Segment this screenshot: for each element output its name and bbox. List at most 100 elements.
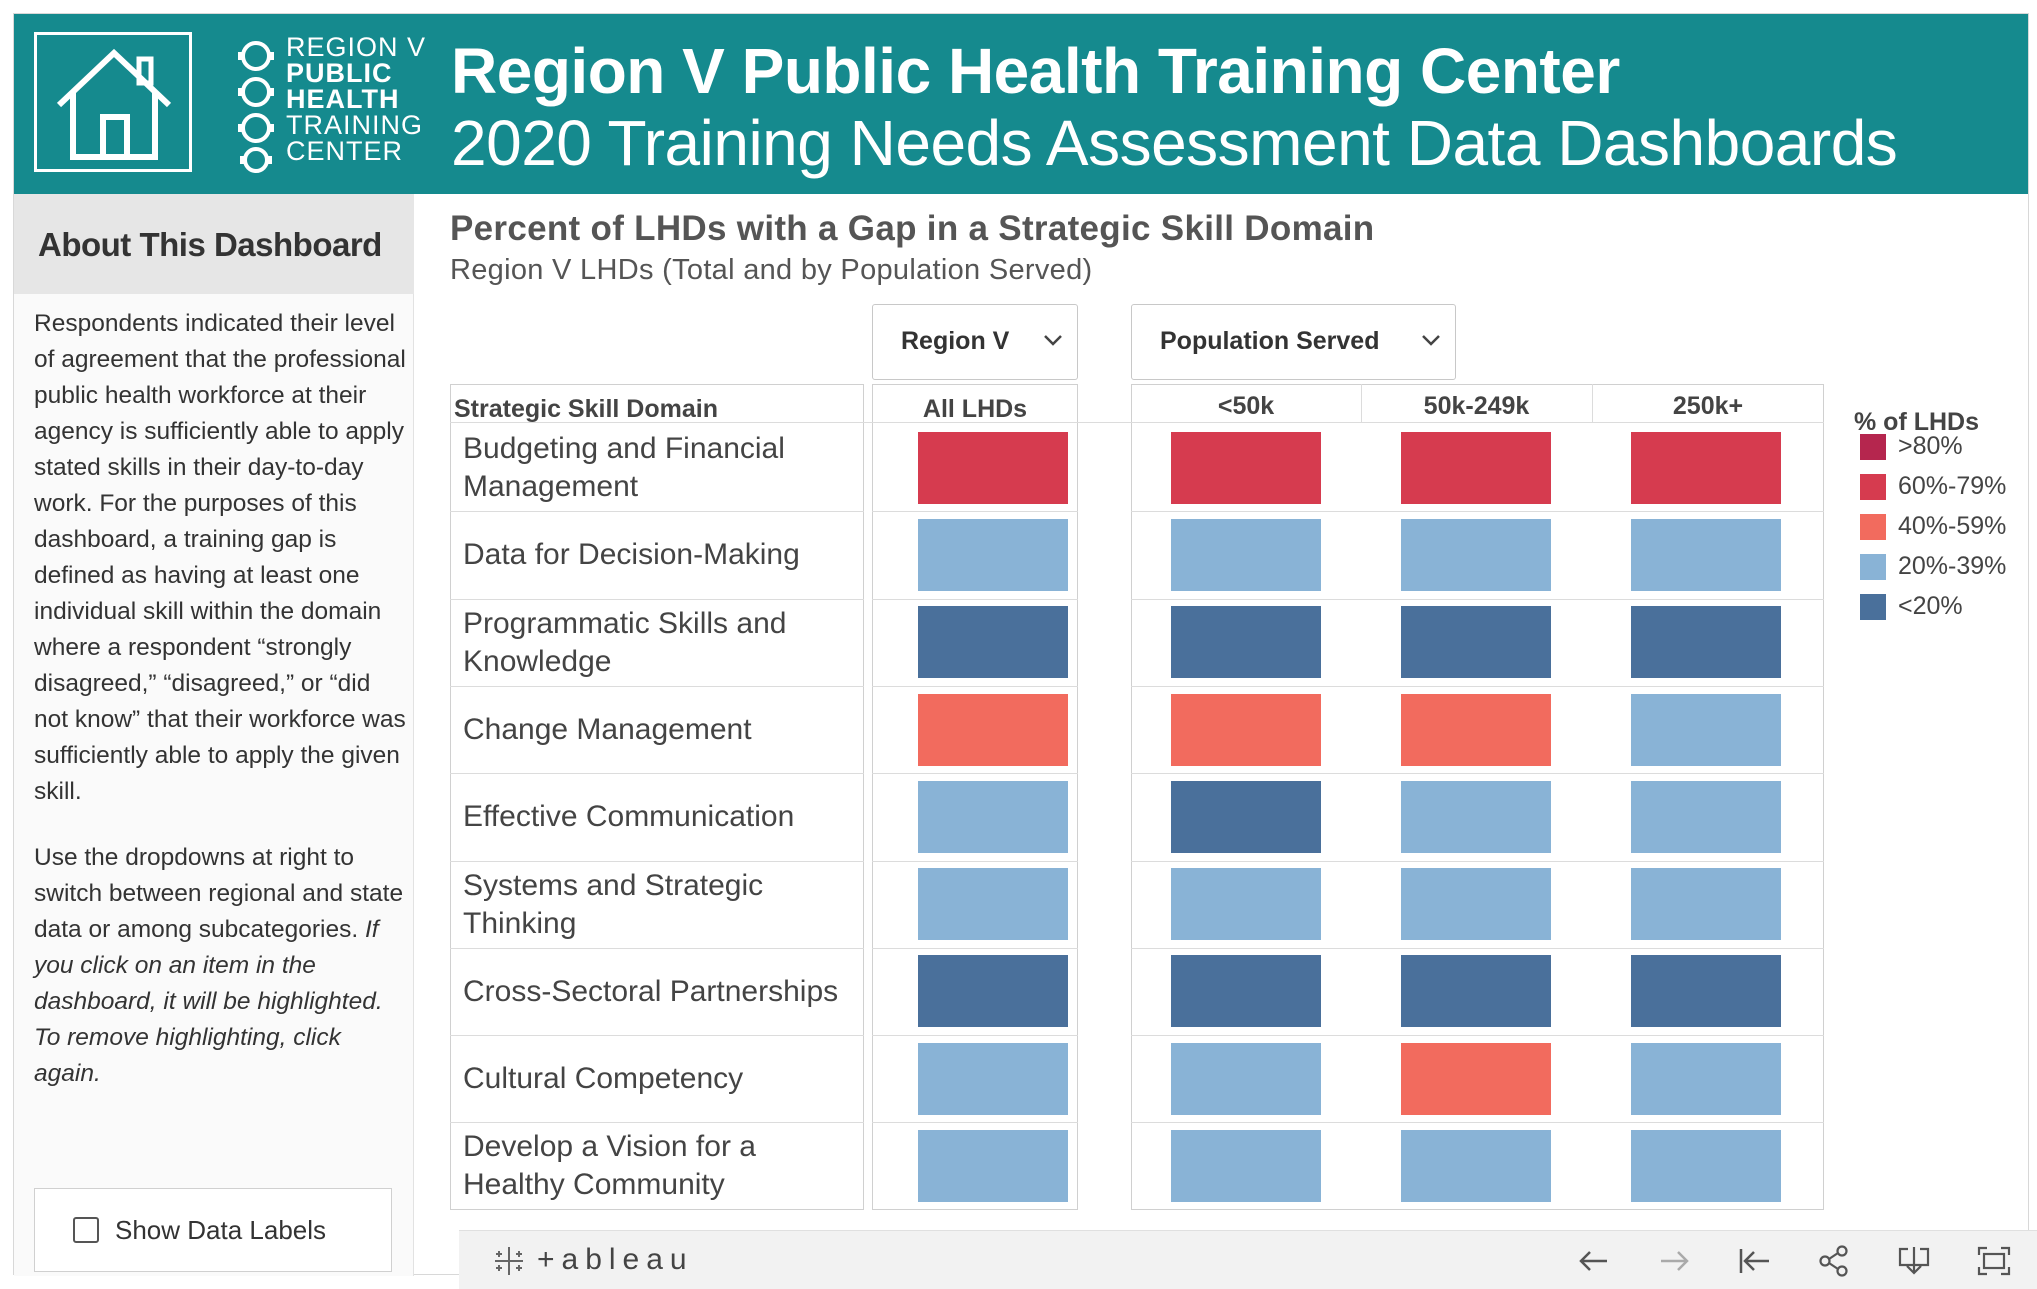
row-divider [450, 773, 864, 774]
row-divider [1131, 1035, 1824, 1036]
heatmap-cell[interactable] [1171, 694, 1321, 766]
skill-domain-label[interactable]: Cultural Competency [463, 1061, 744, 1095]
heatmap-cell[interactable] [1401, 694, 1551, 766]
skill-domain-label[interactable]: Change Management [463, 712, 752, 746]
heatmap-cell[interactable] [1171, 868, 1321, 940]
tableau-toolbar: +ableau [459, 1230, 2037, 1289]
heatmap-cell[interactable] [1171, 781, 1321, 853]
chart-title: Percent of LHDs with a Gap in a Strategi… [450, 209, 1375, 248]
heatmap-cell[interactable] [918, 868, 1068, 940]
share-button[interactable] [1816, 1245, 1852, 1277]
redo-button[interactable] [1656, 1245, 1692, 1277]
undo-button[interactable] [1576, 1245, 1612, 1277]
about-header: About This Dashboard [14, 194, 414, 294]
logo-text-line: REGION V [286, 32, 427, 62]
skill-domain-label[interactable]: Systems and Strategic Thinking [463, 868, 764, 940]
population-dropdown[interactable]: Population Served [1131, 304, 1456, 380]
revert-button[interactable] [1736, 1245, 1772, 1277]
heatmap-cell[interactable] [1171, 519, 1321, 591]
row-divider [1131, 861, 1824, 862]
logo-text-line: HEALTH [286, 84, 400, 114]
revert-icon [1739, 1249, 1769, 1273]
row-divider [1131, 773, 1824, 774]
download-button[interactable] [1896, 1245, 1932, 1277]
heatmap-cell[interactable] [1401, 606, 1551, 678]
row-labels-panel [450, 384, 864, 1210]
heatmap-cell[interactable] [1171, 606, 1321, 678]
row-header: Strategic Skill Domain [454, 395, 718, 423]
heatmap-cell[interactable] [1401, 955, 1551, 1027]
skill-domain-label[interactable]: Cross-Sectoral Partnerships [463, 974, 839, 1008]
heatmap-cell[interactable] [1631, 606, 1781, 678]
heatmap-cell[interactable] [1171, 955, 1321, 1027]
phtc-logo: REGION V PUBLIC HEALTH TRAINING CENTER [234, 32, 425, 177]
heatmap-cell[interactable] [1631, 1043, 1781, 1115]
show-data-labels-label: Show Data Labels [115, 1215, 327, 1245]
home-button[interactable] [34, 32, 192, 172]
heatmap-cell[interactable] [1401, 432, 1551, 504]
share-icon [1819, 1245, 1848, 1277]
fullscreen-button[interactable] [1976, 1245, 2012, 1277]
skill-domain-label[interactable]: Effective Communication [463, 799, 795, 833]
heatmap-cell[interactable] [1631, 1130, 1781, 1202]
skill-domain-label[interactable]: Programmatic Skills and Knowledge [463, 606, 787, 678]
skill-domain-label[interactable]: Develop a Vision for a Healthy Community [463, 1129, 756, 1201]
chevron-down-icon [1422, 335, 1440, 346]
row-divider [872, 948, 1078, 949]
row-divider [872, 1122, 1078, 1123]
heatmap-cell[interactable] [1631, 432, 1781, 504]
row-divider [450, 686, 864, 687]
about-text: Respondents indicated their level of agr… [34, 306, 406, 1122]
heatmap-cell[interactable] [1631, 868, 1781, 940]
row-divider [872, 599, 1078, 600]
heatmap-cell[interactable] [918, 1043, 1068, 1115]
logo-text-line: CENTER [286, 136, 404, 166]
skill-domain-label[interactable]: Budgeting and Financial Management [463, 431, 785, 503]
heatmap-cell[interactable] [918, 955, 1068, 1027]
legend-label: 60%-79% [1898, 472, 2007, 500]
about-instructions: Use the dropdowns at right to switch bet… [34, 844, 404, 943]
column-header-group: 250k+ [1672, 392, 1744, 420]
legend-label: 40%-59% [1898, 512, 2007, 540]
row-divider [872, 861, 1078, 862]
heatmap-cell[interactable] [1631, 519, 1781, 591]
heatmap-cell[interactable] [1401, 519, 1551, 591]
row-divider [450, 1035, 864, 1036]
row-divider [1131, 511, 1824, 512]
heatmap-cell[interactable] [1631, 694, 1781, 766]
heatmap-cell[interactable] [918, 519, 1068, 591]
legend-swatch [1860, 554, 1886, 580]
heatmap-cell[interactable] [1401, 1043, 1551, 1115]
heatmap-cell[interactable] [1171, 432, 1321, 504]
heatmap-cell[interactable] [918, 1130, 1068, 1202]
legend-title: % of LHDs [1854, 408, 1979, 436]
show-data-labels-checkbox[interactable] [73, 1217, 99, 1243]
heatmap-cell[interactable] [1171, 1043, 1321, 1115]
heatmap-cell[interactable] [918, 694, 1068, 766]
skill-domain-label[interactable]: Data for Decision-Making [463, 537, 800, 571]
row-divider [450, 511, 864, 512]
about-highlight-note: If you click on an item in the dashboard… [34, 916, 383, 1087]
heatmap-cell[interactable] [1631, 781, 1781, 853]
heatmap-cell[interactable] [918, 781, 1068, 853]
row-divider [872, 1035, 1078, 1036]
heatmap-cell[interactable] [1401, 1130, 1551, 1202]
legend-swatch [1860, 474, 1886, 500]
header-banner: REGION V PUBLIC HEALTH TRAINING CENTER R… [14, 14, 2028, 194]
gear-logo-icon [238, 41, 274, 173]
house-icon [56, 48, 172, 160]
heatmap-cell[interactable] [918, 606, 1068, 678]
column-header-group: <50k [1217, 392, 1275, 420]
population-dropdown-value: Population Served [1160, 327, 1380, 355]
region-dropdown[interactable]: Region V [872, 304, 1078, 380]
row-divider [1131, 1122, 1824, 1123]
show-data-labels-toggle[interactable]: Show Data Labels [34, 1188, 392, 1272]
heatmap-cell[interactable] [918, 432, 1068, 504]
heatmap-cell[interactable] [1631, 955, 1781, 1027]
heatmap-cell[interactable] [1401, 781, 1551, 853]
row-divider [450, 599, 864, 600]
heatmap-cell[interactable] [1171, 1130, 1321, 1202]
heatmap-cell[interactable] [1401, 868, 1551, 940]
row-divider [1131, 948, 1824, 949]
tableau-wordmark: +ableau [537, 1243, 694, 1276]
